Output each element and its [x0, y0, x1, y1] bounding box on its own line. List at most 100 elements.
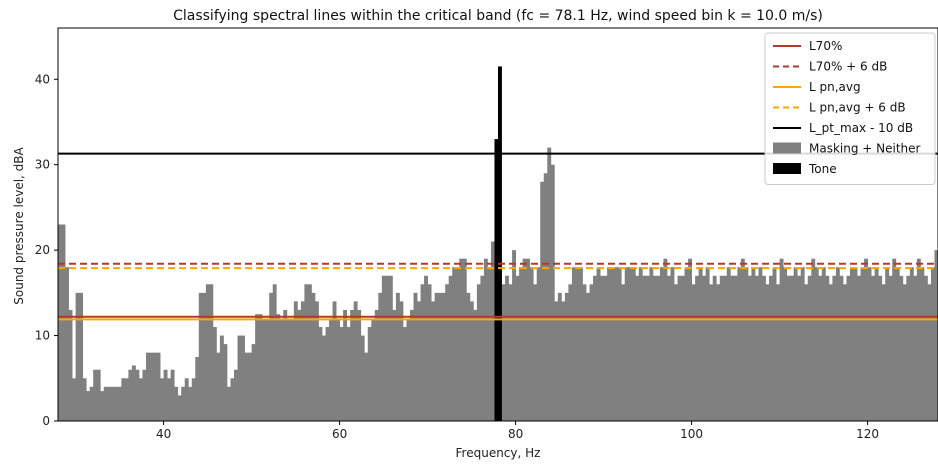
masking-bar: [744, 267, 749, 421]
masking-bar: [188, 386, 193, 421]
masking-bar: [490, 241, 495, 421]
masking-bar: [455, 267, 460, 421]
masking-bar: [75, 292, 80, 421]
masking-bar: [445, 284, 450, 421]
masking-bar: [674, 284, 678, 421]
masking-bar: [797, 275, 802, 421]
masking-bar: [96, 369, 101, 421]
masking-bar: [512, 250, 516, 421]
masking-bar: [195, 356, 200, 421]
masking-bar: [695, 275, 700, 421]
masking-bar: [730, 275, 735, 421]
masking-bar: [216, 352, 221, 421]
masking-bar: [793, 267, 798, 421]
masking-bar: [547, 147, 552, 421]
masking-bar: [934, 250, 938, 421]
masking-bar: [790, 275, 795, 421]
masking-bar: [279, 318, 284, 421]
masking-bar: [825, 275, 830, 421]
masking-bar: [578, 267, 583, 421]
masking-bar: [765, 284, 770, 421]
masking-bar: [237, 335, 242, 421]
masking-bar: [392, 309, 397, 421]
legend: L70% L70% + 6 dB L pn,avg L pn,avg + 6 dB L_…: [764, 32, 936, 185]
masking-bar: [575, 267, 580, 421]
masking-bar: [124, 378, 129, 421]
masking-bar: [659, 267, 664, 421]
masking-bar: [272, 284, 277, 421]
masking-bar: [899, 275, 904, 421]
masking-bar: [297, 309, 302, 421]
masking-bar: [262, 318, 267, 421]
masking-bar: [864, 258, 868, 421]
y-tick-label: 30: [35, 158, 50, 172]
masking-bar: [177, 395, 182, 421]
masking-bar: [304, 284, 309, 421]
legend-label: L pn,avg: [809, 80, 861, 94]
masking-bar: [269, 292, 274, 421]
masking-bar: [367, 327, 372, 421]
masking-bar: [420, 284, 425, 421]
masking-bar: [68, 309, 73, 421]
masking-bar: [621, 284, 626, 421]
masking-bar: [283, 309, 288, 421]
masking-bar: [448, 275, 453, 421]
masking-bar: [916, 258, 921, 421]
masking-bar: [811, 258, 816, 421]
masking-bar: [131, 365, 136, 421]
masking-bar: [835, 267, 840, 421]
masking-bar: [526, 258, 531, 421]
x-tick-label: 100: [680, 427, 703, 441]
masking-bar: [906, 275, 911, 421]
masking-bar: [325, 327, 330, 421]
masking-bar: [557, 292, 562, 421]
masking-bar: [276, 314, 281, 421]
masking-bar: [670, 267, 675, 421]
masking-bar: [353, 301, 358, 421]
masking-bar: [431, 301, 436, 421]
masking-bar: [255, 314, 260, 421]
masking-bar: [103, 386, 108, 421]
masking-bar: [209, 284, 214, 421]
axes: 40 60 80 100 120 0 10 20 30 40: [35, 27, 938, 441]
masking-bar: [885, 267, 890, 421]
masking-bar: [586, 292, 590, 421]
masking-bar: [522, 258, 527, 421]
masking-bar: [184, 378, 189, 421]
masking-bar: [205, 284, 210, 421]
masking-bar: [818, 275, 823, 421]
masking-bar: [174, 386, 179, 421]
masking-bar: [410, 309, 414, 421]
masking-bar: [191, 378, 196, 421]
masking-bar: [568, 284, 573, 421]
masking-bar: [427, 284, 432, 421]
tone-bar: [494, 139, 499, 421]
masking-bar: [72, 378, 76, 421]
masking-bar: [786, 275, 791, 421]
masking-bar: [438, 292, 443, 421]
masking-bar: [82, 378, 87, 421]
masking-bar: [705, 267, 710, 421]
masking-bar: [564, 292, 569, 421]
masking-bar: [86, 391, 91, 421]
masking-bar: [265, 318, 270, 421]
masking-bar: [723, 275, 728, 421]
y-tick-label: 20: [35, 243, 50, 257]
x-tick-label: 40: [156, 427, 171, 441]
masking-bar: [688, 258, 692, 421]
masking-bar: [550, 164, 555, 421]
masking-bar: [628, 267, 633, 421]
masking-bar: [913, 275, 918, 421]
masking-bar: [212, 327, 217, 421]
masking-bar: [895, 267, 900, 421]
masking-bar: [487, 267, 492, 421]
masking-bar: [881, 284, 886, 421]
masking-bar: [248, 352, 252, 421]
masking-bar: [832, 275, 837, 421]
y-tick-label: 10: [35, 329, 50, 343]
masking-bar: [892, 258, 897, 421]
masking-bar: [107, 386, 112, 421]
masking-bar: [121, 378, 126, 421]
masking-bar: [79, 292, 84, 421]
